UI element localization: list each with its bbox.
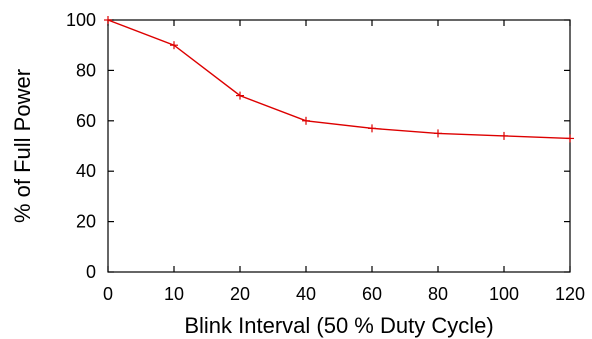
series-layer bbox=[104, 16, 574, 143]
y-tick-label-4: 80 bbox=[76, 60, 96, 80]
x-tick-label-0: 0 bbox=[103, 284, 113, 304]
y-tick-label-1: 20 bbox=[76, 212, 96, 232]
plot-frame bbox=[107, 19, 571, 273]
x-tick-label-5: 80 bbox=[428, 284, 448, 304]
data-point-0-7 bbox=[566, 134, 574, 143]
y-axis-label: % of Full Power bbox=[10, 69, 35, 223]
data-point-0-0 bbox=[104, 16, 112, 24]
x-axis-label: Blink Interval (50 % Duty Cycle) bbox=[184, 313, 493, 338]
x-tick-label-4: 60 bbox=[362, 284, 382, 304]
x-tick-label-2: 20 bbox=[230, 284, 250, 304]
x-axis: 0 10 20 40 60 80 100 120 bbox=[103, 20, 585, 304]
y-tick-label-5: 100 bbox=[66, 10, 96, 30]
data-point-0-3 bbox=[302, 116, 310, 125]
x-tick-label-7: 120 bbox=[555, 284, 585, 304]
data-point-0-2 bbox=[236, 91, 244, 100]
x-tick-label-3: 40 bbox=[296, 284, 316, 304]
x-tick-label-6: 100 bbox=[489, 284, 519, 304]
y-tick-label-0: 0 bbox=[86, 262, 96, 282]
data-point-0-4 bbox=[368, 124, 376, 133]
y-axis: 0 20 40 60 80 100 bbox=[66, 10, 570, 282]
series-line-0 bbox=[107, 19, 571, 140]
data-point-0-1 bbox=[170, 41, 178, 50]
x-tick-label-1: 10 bbox=[164, 284, 184, 304]
data-point-0-6 bbox=[500, 131, 508, 140]
data-point-0-5 bbox=[434, 129, 442, 138]
y-tick-label-3: 60 bbox=[76, 111, 96, 131]
y-tick-label-2: 40 bbox=[76, 161, 96, 181]
